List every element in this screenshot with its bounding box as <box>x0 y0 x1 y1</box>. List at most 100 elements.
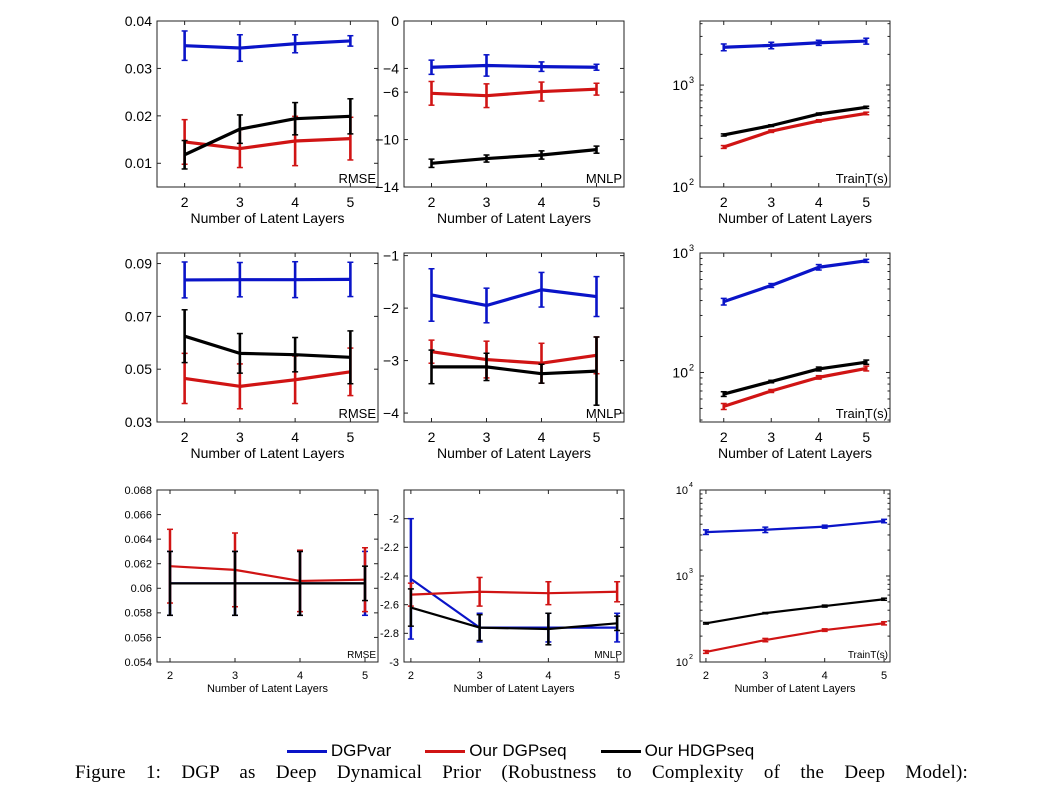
y-tick-exponent: 2 <box>689 177 694 187</box>
y-tick-label: -2 <box>389 514 399 526</box>
x-axis-label: Number of Latent Layers <box>207 683 329 695</box>
series-our-hdgpseq <box>702 597 888 625</box>
y-tick-label: −10 <box>375 131 399 147</box>
series-our-hdgpseq <box>720 105 870 137</box>
legend-label: Our DGPseq <box>469 741 567 760</box>
plot-frame <box>403 489 625 663</box>
series-our-hdgpseq <box>181 309 354 385</box>
series-dgpvar <box>720 37 870 52</box>
y-tick-exponent: 3 <box>689 75 694 85</box>
y-tick-label: 10 <box>672 179 688 195</box>
x-tick-label: 4 <box>291 194 299 210</box>
metric-label: RMSE <box>347 650 376 661</box>
x-tick-label: 5 <box>593 429 601 445</box>
y-tick-label: 10 <box>672 364 688 380</box>
series-line <box>184 277 351 282</box>
series-line <box>723 39 867 49</box>
figure-caption: Figure 1: DGP as Deep Dynamical Prior (R… <box>75 762 968 783</box>
x-tick-label: 2 <box>428 194 436 210</box>
y-tick-label: −4 <box>383 60 399 76</box>
x-tick-label: 5 <box>862 429 870 445</box>
y-tick-label: -2.2 <box>380 542 399 554</box>
legend-swatch-blue <box>286 749 327 753</box>
subplot-8: 2 3 4 5 Number of Latent Layers -3 -2.8 -2.6 -2.… <box>380 489 625 695</box>
series-line <box>705 519 885 534</box>
x-tick-label: 5 <box>346 194 354 210</box>
y-tick-label: 0.03 <box>125 414 152 430</box>
x-tick-label: 5 <box>881 670 887 682</box>
legend-swatch-red <box>425 749 466 753</box>
series-dgpvar <box>181 260 354 299</box>
series-line <box>169 565 366 583</box>
series-our-dgpseq <box>702 620 888 655</box>
plot-frame <box>403 252 625 423</box>
series-dgpvar <box>720 258 870 306</box>
x-axis-label: Number of Latent Layers <box>734 683 856 695</box>
y-tick-label: 10 <box>676 657 688 669</box>
subplot-7: 2 3 4 5 Number of Latent Layers 0.054 0.056 0.0… <box>124 485 379 695</box>
y-tick-label: 0.06 <box>131 583 152 595</box>
x-tick-label: 2 <box>181 429 189 445</box>
y-tick-label: 0.04 <box>125 13 152 29</box>
y-tick-label: 0.056 <box>124 632 152 644</box>
x-axis-label: Number of Latent Layers <box>437 445 591 461</box>
y-tick-label: −1 <box>383 248 399 264</box>
series-line <box>723 259 867 304</box>
series-line <box>184 137 351 151</box>
y-tick-label: 0.01 <box>125 155 152 171</box>
metric-label: TrainT(s) <box>836 406 888 421</box>
metric-label: RMSE <box>338 171 376 186</box>
series-line <box>184 39 351 50</box>
series-our-hdgpseq <box>407 588 621 646</box>
y-tick-label: -2.6 <box>380 600 399 612</box>
metric-label: TrainT(s) <box>836 171 888 186</box>
x-tick-label: 5 <box>614 670 620 682</box>
plot-frame <box>156 20 379 188</box>
plot-frame <box>403 20 625 188</box>
series-our-hdgpseq <box>720 359 870 398</box>
series-our-dgpseq <box>720 111 870 150</box>
y-tick-label: 0.068 <box>124 485 152 497</box>
y-tick-exponent: 2 <box>689 653 693 661</box>
x-axis-label: Number of Latent Layers <box>190 445 344 461</box>
series-our-dgpseq <box>428 336 600 384</box>
metric-label: MNLP <box>594 650 622 661</box>
y-tick-label: 0.09 <box>125 255 152 271</box>
y-tick-exponent: 4 <box>689 481 693 489</box>
x-axis-label: Number of Latent Layers <box>718 210 872 226</box>
y-tick-label: 0.066 <box>124 509 152 521</box>
x-tick-label: 4 <box>815 194 823 210</box>
x-tick-label: 5 <box>593 194 601 210</box>
y-tick-label: -2.8 <box>380 628 399 640</box>
x-tick-label: 5 <box>362 670 368 682</box>
legend-item-dgpvar: DGPvar <box>286 741 391 761</box>
plot-frame <box>699 252 891 423</box>
x-tick-label: 3 <box>483 429 491 445</box>
series-line <box>705 622 885 653</box>
series-line <box>410 606 618 631</box>
series-line <box>431 350 597 365</box>
y-tick-exponent: 3 <box>689 567 693 575</box>
series-our-hdgpseq <box>167 550 368 617</box>
plot-frame <box>699 20 891 188</box>
y-tick-label: 0.03 <box>125 60 152 76</box>
y-tick-label: -2.4 <box>380 571 399 583</box>
x-tick-label: 5 <box>346 429 354 445</box>
series-line <box>410 590 618 596</box>
series-our-hdgpseq <box>428 336 600 406</box>
series-our-dgpseq <box>428 80 600 109</box>
series-line <box>410 577 618 629</box>
y-tick-exponent: 2 <box>689 362 694 372</box>
series-line <box>184 370 351 388</box>
y-tick-label: 0.064 <box>124 534 152 546</box>
x-tick-label: 3 <box>767 429 775 445</box>
series-dgpvar <box>428 54 600 77</box>
x-tick-label: 2 <box>167 670 173 682</box>
series-our-dgpseq <box>720 365 870 411</box>
